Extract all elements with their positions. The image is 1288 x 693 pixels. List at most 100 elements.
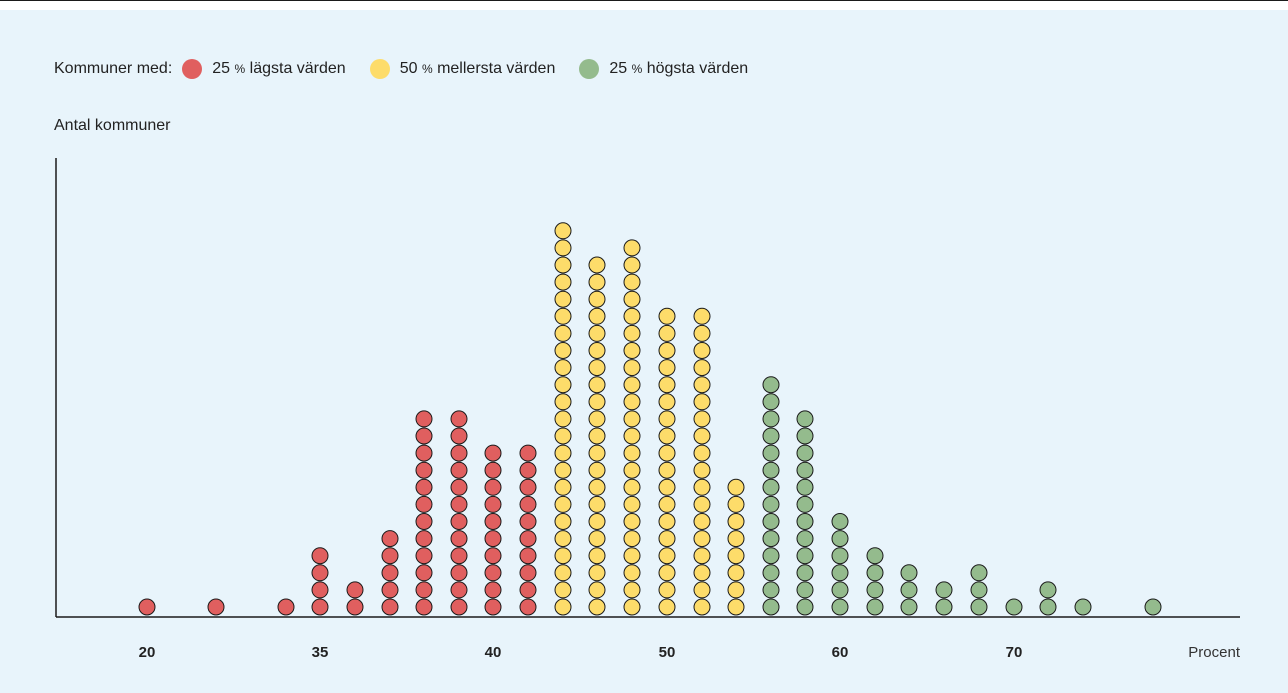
dot-marker xyxy=(519,547,537,565)
dot-marker xyxy=(623,598,641,616)
legend-item-lowest: 25 % lägsta värden xyxy=(182,59,346,79)
dot-marker xyxy=(554,564,572,582)
legend-item-middle: 50 % mellersta värden xyxy=(369,59,556,79)
dot-marker xyxy=(693,444,711,462)
dot-marker xyxy=(900,581,918,599)
dot-marker xyxy=(484,530,502,548)
dot-marker xyxy=(623,564,641,582)
legend-text-middle: mellersta värden xyxy=(437,60,556,77)
legend-text-highest: högsta värden xyxy=(646,60,749,77)
dot-marker xyxy=(484,461,502,479)
dot-marker xyxy=(450,410,468,428)
dot-marker xyxy=(554,324,572,342)
x-tick-label: 40 xyxy=(485,644,502,661)
dot-marker xyxy=(623,359,641,377)
dot-marker xyxy=(623,290,641,308)
dot-marker xyxy=(866,547,884,565)
dot-marker xyxy=(138,598,156,616)
dot-marker xyxy=(484,478,502,496)
x-tick-label: 50 xyxy=(659,644,676,661)
dot-marker xyxy=(450,564,468,582)
dot-marker xyxy=(1144,598,1162,616)
dot-marker xyxy=(727,478,745,496)
dot-marker xyxy=(727,547,745,565)
dot-marker xyxy=(623,410,641,428)
dot-marker xyxy=(588,410,606,428)
dot-marker xyxy=(311,581,329,599)
dot-marker xyxy=(554,393,572,411)
dot-marker xyxy=(381,581,399,599)
legend-pct-highest: % xyxy=(631,62,643,76)
legend-text-lowest: lägsta värden xyxy=(249,60,346,77)
dot-marker xyxy=(796,547,814,565)
dot-marker xyxy=(415,598,433,616)
dot-marker xyxy=(588,256,606,274)
dot-marker xyxy=(796,564,814,582)
dot-marker xyxy=(588,495,606,513)
legend: Kommuner med: 25 % lägsta värden 50 % me… xyxy=(54,58,772,80)
dot-marker xyxy=(831,598,849,616)
dot-marker xyxy=(554,478,572,496)
dot-marker xyxy=(415,461,433,479)
dot-marker xyxy=(623,495,641,513)
x-axis-title: Procent xyxy=(1188,644,1241,661)
legend-num-highest: 25 xyxy=(609,60,628,77)
legend-pct-lowest: % xyxy=(234,62,246,76)
dot-marker xyxy=(623,393,641,411)
dot-marker xyxy=(588,393,606,411)
dot-marker xyxy=(623,324,641,342)
dot-marker xyxy=(415,547,433,565)
x-tick-labels: 20 35 40 50 60 70 xyxy=(139,644,1023,661)
dot-marker xyxy=(450,547,468,565)
dot-marker xyxy=(762,478,780,496)
dot-marker xyxy=(970,598,988,616)
dot-marker xyxy=(623,307,641,325)
dot-marker xyxy=(519,495,537,513)
dot-marker xyxy=(762,564,780,582)
dot-marker xyxy=(658,530,676,548)
dot-marker xyxy=(484,564,502,582)
dot-marker xyxy=(554,581,572,599)
dot-marker xyxy=(554,444,572,462)
dot-marker xyxy=(588,290,606,308)
dot-marker xyxy=(554,256,572,274)
dot-marker xyxy=(935,581,953,599)
dot-marker xyxy=(381,547,399,565)
dot-marker xyxy=(935,598,953,616)
dot-marker xyxy=(658,324,676,342)
dot-marker xyxy=(554,342,572,359)
dot-marker xyxy=(450,513,468,530)
dot-marker xyxy=(727,530,745,548)
dot-marker xyxy=(381,530,399,548)
dot-marker xyxy=(762,598,780,616)
dot-marker xyxy=(450,598,468,616)
legend-swatch-middle xyxy=(369,59,390,79)
dot-marker xyxy=(554,530,572,548)
dot-marker xyxy=(831,581,849,599)
dot-marker xyxy=(623,342,641,359)
dot-marker xyxy=(693,410,711,428)
dot-marker xyxy=(415,581,433,599)
dot-marker xyxy=(762,444,780,462)
dot-marker xyxy=(311,564,329,582)
dot-marker xyxy=(554,513,572,530)
dot-marker xyxy=(415,530,433,548)
dot-marker xyxy=(450,581,468,599)
legend-num-middle: 50 xyxy=(399,60,418,77)
dot-marker xyxy=(623,427,641,445)
dot-marker xyxy=(970,564,988,582)
dot-marker xyxy=(796,513,814,530)
dot-marker xyxy=(623,273,641,291)
dot-marker xyxy=(727,598,745,616)
dot-marker xyxy=(554,307,572,325)
dot-marker xyxy=(415,410,433,428)
dot-marker xyxy=(415,513,433,530)
dot-marker xyxy=(970,581,988,599)
dot-marker xyxy=(796,581,814,599)
dot-marker xyxy=(484,547,502,565)
dot-marker xyxy=(693,513,711,530)
dot-marker xyxy=(207,598,225,616)
dot-marker xyxy=(588,461,606,479)
dot-marker xyxy=(658,478,676,496)
